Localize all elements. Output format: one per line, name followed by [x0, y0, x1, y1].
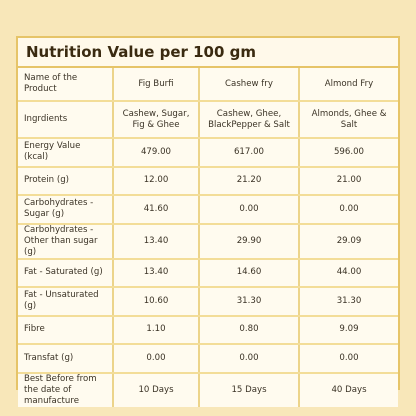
table-row: Protein (g) 12.00 21.20 21.00 — [18, 167, 398, 194]
cell: 0.80 — [200, 316, 300, 343]
cell: 40 Days — [300, 373, 398, 407]
cell: 617.00 — [200, 139, 300, 166]
cell: Fig Burfi — [114, 68, 200, 100]
table-row: Fat - Saturated (g) 13.40 14.60 44.00 — [18, 259, 398, 286]
row-label: Protein (g) — [18, 167, 114, 194]
row-label: Ingrdients — [18, 102, 114, 137]
cell: 29.09 — [300, 224, 398, 258]
table-row: Fat - Unsaturated (g) 10.60 31.30 31.30 — [18, 288, 398, 315]
row-label: Transfat (g) — [18, 345, 114, 372]
cell: 479.00 — [114, 139, 200, 166]
cell: 596.00 — [300, 139, 398, 166]
cell: 13.40 — [114, 224, 200, 258]
cell: 9.09 — [300, 316, 398, 343]
table-row: Energy Value (kcal) 479.00 617.00 596.00 — [18, 139, 398, 166]
row-label: Best Before from the date of manufacture — [18, 373, 114, 407]
row-label: Carbohydrates - Other than sugar (g) — [18, 224, 114, 258]
row-label: Fat - Saturated (g) — [18, 259, 114, 286]
cell: Almonds, Ghee & Salt — [300, 102, 398, 137]
table-row: Best Before from the date of manufacture… — [18, 373, 398, 407]
row-label: Carbohydrates - Sugar (g) — [18, 196, 114, 223]
row-label: Name of the Product — [18, 68, 114, 100]
table-row: Fibre 1.10 0.80 9.09 — [18, 316, 398, 343]
cell: 31.30 — [300, 288, 398, 315]
cell: 0.00 — [300, 345, 398, 372]
table-row: Name of the Product Fig Burfi Cashew fry Al… — [18, 68, 398, 100]
table-body: Name of the Product Fig Burfi Cashew fry Al… — [18, 68, 398, 407]
table-row: Carbohydrates - Other than sugar (g) 13.4… — [18, 224, 398, 258]
row-label: Energy Value (kcal) — [18, 139, 114, 166]
cell: 0.00 — [200, 345, 300, 372]
cell: Almond Fry — [300, 68, 398, 100]
cell: 15 Days — [200, 373, 300, 407]
title: Nutrition Value per 100 gm — [18, 38, 398, 68]
table-row: Ingrdients Cashew, Sugar, Fig & Ghee Cashe… — [18, 102, 398, 137]
cell: 12.00 — [114, 167, 200, 194]
cell: 14.60 — [200, 259, 300, 286]
row-label: Fibre — [18, 316, 114, 343]
cell: 21.00 — [300, 167, 398, 194]
table-row: Transfat (g) 0.00 0.00 0.00 — [18, 345, 398, 372]
table-row: Carbohydrates - Sugar (g) 41.60 0.00 0.00 — [18, 196, 398, 223]
cell: 10 Days — [114, 373, 200, 407]
cell: Cashew, Sugar, Fig & Ghee — [114, 102, 200, 137]
cell: 0.00 — [114, 345, 200, 372]
nutrition-table: Name of the Product Fig Burfi Cashew fry Al… — [18, 66, 398, 409]
cell: 13.40 — [114, 259, 200, 286]
row-label: Fat - Unsaturated (g) — [18, 288, 114, 315]
cell: 41.60 — [114, 196, 200, 223]
cell: Cashew fry — [200, 68, 300, 100]
cell: 1.10 — [114, 316, 200, 343]
cell: Cashew, Ghee, BlackPepper & Salt — [200, 102, 300, 137]
cell: 0.00 — [200, 196, 300, 223]
cell: 21.20 — [200, 167, 300, 194]
cell: 31.30 — [200, 288, 300, 315]
cell: 10.60 — [114, 288, 200, 315]
cell: 29.90 — [200, 224, 300, 258]
nutrition-panel: Nutrition Value per 100 gm Name of the P… — [16, 36, 400, 407]
cell: 0.00 — [300, 196, 398, 223]
cell: 44.00 — [300, 259, 398, 286]
